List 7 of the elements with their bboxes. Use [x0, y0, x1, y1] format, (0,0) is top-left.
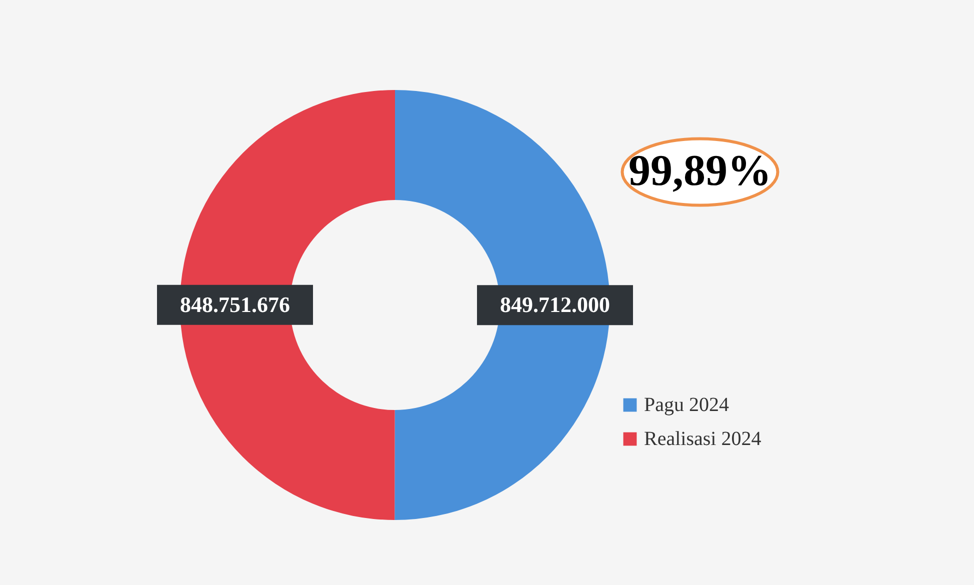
data-label: 848.751.676: [180, 292, 290, 317]
data-label: 849.712.000: [500, 292, 610, 318]
text: 99,89%: [628, 146, 772, 195]
legend-label: Realisasi 2024: [644, 428, 762, 450]
donut-slice: [394, 90, 610, 520]
donut-slice: [180, 90, 395, 520]
legend-label: Pagu 2024: [644, 394, 729, 416]
